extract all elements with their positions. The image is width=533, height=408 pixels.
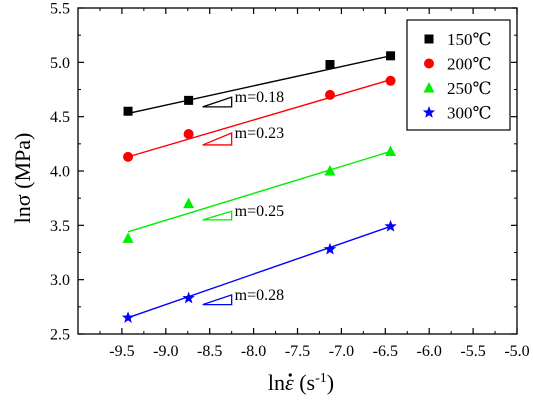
y-tick-label: 4.5 xyxy=(50,109,70,126)
data-point-triangle xyxy=(324,165,336,176)
data-point-star xyxy=(182,291,195,304)
fit-lines-layer xyxy=(127,55,391,319)
y-tick-label: 4.0 xyxy=(50,164,70,181)
data-point-square xyxy=(325,60,335,70)
x-axis-title-base: ln xyxy=(268,370,285,395)
y-tick-label: 2.5 xyxy=(50,327,70,344)
x-tick-label: -7.0 xyxy=(329,343,354,360)
data-point-star xyxy=(323,242,337,255)
data-point-circle xyxy=(183,129,194,140)
x-tick-label: -5.0 xyxy=(504,343,529,360)
y-tick-label: 3.0 xyxy=(50,272,70,289)
x-axis-title-unit-close: ) xyxy=(327,370,334,395)
y-tick-label: 3.5 xyxy=(50,218,70,235)
data-point-square xyxy=(184,95,194,105)
fit-line-star xyxy=(127,225,391,319)
x-tick-label: -9.5 xyxy=(109,343,134,360)
legend-box xyxy=(406,19,511,131)
slope-label: m=0.28 xyxy=(235,287,284,304)
fit-line-circle xyxy=(127,79,391,158)
annotations-layer: m=0.18 m=0.23 m=0.25 m=0.28 xyxy=(202,89,284,306)
legend-marker-triangle xyxy=(423,82,435,93)
legend-label: 200℃ xyxy=(447,55,492,74)
slope-triangle xyxy=(202,293,233,306)
data-point-triangle xyxy=(122,232,134,243)
y-tick-label: 5.0 xyxy=(50,55,70,72)
data-point-triangle xyxy=(385,145,397,156)
data-point-circle xyxy=(123,151,134,162)
fit-line-triangle xyxy=(127,150,391,233)
slope-triangle xyxy=(202,96,233,108)
legend-marker-circle xyxy=(424,58,434,69)
legend-marker-square xyxy=(424,34,434,44)
y-axis-title: lnσ (MPa) xyxy=(10,133,35,224)
data-point-star xyxy=(384,219,397,232)
legend-marker-star xyxy=(422,106,436,118)
x-tick-label: -8.0 xyxy=(241,343,266,360)
data-point-triangle xyxy=(183,197,195,209)
legend-label: 300℃ xyxy=(447,104,492,123)
x-tick-label: -9.0 xyxy=(153,343,178,360)
legend-label: 250℃ xyxy=(447,79,492,98)
markers-layer xyxy=(121,51,397,323)
slope-label: m=0.23 xyxy=(235,125,284,142)
x-axis-title: lnε (s-1) xyxy=(268,370,334,395)
x-axis-title-unit-exp: -1 xyxy=(315,371,327,386)
slope-label: m=0.25 xyxy=(235,203,284,220)
x-axis-title-dot xyxy=(288,373,292,377)
y-tick-label: 5.5 xyxy=(50,1,70,18)
fit-line-square xyxy=(127,55,391,115)
x-tick-label: -5.5 xyxy=(460,343,485,360)
ticks-layer: -9.5 -9.0 -8.5 -8.0 -7.5 -7.0 -6.5 -6.0 -5.5 -5.0… xyxy=(50,1,530,361)
x-tick-label: -7.5 xyxy=(285,343,310,360)
data-point-circle xyxy=(385,75,396,86)
data-point-square xyxy=(386,51,396,61)
legend-label: 150℃ xyxy=(447,30,492,49)
x-axis-title-symbol: ε xyxy=(285,370,294,395)
legend: 150℃ 200℃ 250℃ 300℃ xyxy=(406,19,511,131)
x-tick-label: -8.5 xyxy=(197,343,222,360)
slope-triangle xyxy=(202,131,233,146)
slope-label: m=0.18 xyxy=(235,89,284,106)
x-tick-label: -6.0 xyxy=(417,343,442,360)
data-point-square xyxy=(123,106,133,116)
x-tick-label: -6.5 xyxy=(373,343,398,360)
data-point-star xyxy=(121,311,135,323)
x-axis-title-unit-open: (s xyxy=(294,370,315,395)
slope-triangle xyxy=(202,210,233,221)
data-point-circle xyxy=(324,89,335,100)
